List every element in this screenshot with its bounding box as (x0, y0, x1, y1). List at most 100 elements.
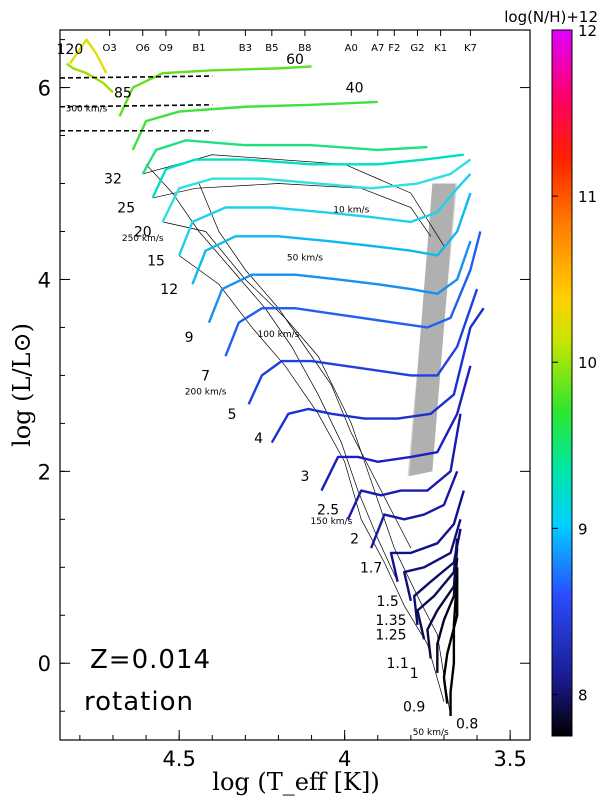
mass-label-32: 32 (104, 172, 122, 188)
x-tick-label-0: 4.5 (162, 747, 195, 771)
mass-label-2.5: 2.5 (317, 503, 339, 519)
track-25 (151, 153, 464, 199)
axes-layer: O3 O6 O9 B1 B3 B5 B8 A0 A7 F2 G2 K1 K7 4.5 4 3.5 0 2 4 6 (38, 30, 530, 771)
spectral-label-B5: B5 (265, 43, 278, 54)
track-1.35 (412, 528, 462, 626)
spectral-label-A7: A7 (371, 43, 384, 54)
velocity-label-1: 250 km/s (122, 234, 164, 244)
x-axis-label: log (T_eff [K]) (212, 768, 379, 796)
spectral-label-O3: O3 (103, 43, 117, 54)
velocity-label-7: 50 km/s (413, 728, 449, 738)
velocity-line-3 (178, 255, 445, 702)
velocity-line-2 (162, 221, 451, 717)
mass-label-5: 5 (228, 407, 237, 423)
mass-label-12: 12 (160, 282, 178, 298)
track-0.8 (449, 576, 459, 717)
spectral-label-K7: K7 (464, 43, 477, 54)
x-tick-label-1: 4 (338, 747, 351, 771)
track-120 (68, 38, 108, 74)
y-tick-label-3: 6 (38, 77, 51, 101)
mass-label-40: 40 (346, 81, 364, 97)
track-3 (320, 365, 472, 492)
track-1.1 (426, 548, 459, 659)
spectral-label-O6: O6 (136, 43, 150, 54)
spectral-label-B1: B1 (192, 43, 205, 54)
spectral-label-G2: G2 (410, 43, 424, 54)
track-60 (118, 65, 312, 117)
track-20 (161, 158, 472, 223)
mass-label-1: 1 (410, 666, 419, 682)
mass-label-7: 7 (201, 368, 210, 384)
velocity-line-5 (198, 183, 412, 549)
velocity-label-2: 10 km/s (333, 205, 369, 215)
tracks-layer (60, 38, 485, 717)
gray-band-inner (409, 183, 456, 477)
velocity-label-5: 200 km/s (185, 388, 227, 398)
mass-label-85: 85 (114, 85, 132, 101)
mass-label-1.35: 1.35 (375, 613, 406, 629)
spectral-label-O9: O9 (159, 43, 173, 54)
track-15 (178, 173, 472, 256)
mass-label-2: 2 (350, 532, 359, 548)
track-5 (247, 288, 479, 405)
colorbar-tick-label-10: 10 (578, 354, 597, 372)
track-2.5 (346, 413, 462, 520)
mass-label-60: 60 (286, 52, 304, 68)
plot-frame (59, 29, 531, 741)
labels-layer: 0.80.911.11.251.351.51.722.5345791215202… (57, 42, 479, 738)
mass-label-4: 4 (254, 431, 263, 447)
spectral-label-B8: B8 (298, 43, 311, 54)
mass-label-0.9: 0.9 (403, 699, 425, 715)
track-9 (207, 240, 472, 324)
colorbar-tick-label-9: 9 (578, 520, 588, 538)
spectral-label-K1: K1 (434, 43, 447, 54)
spectral-label-F2: F2 (388, 43, 400, 54)
mass-label-0.8: 0.8 (456, 717, 478, 733)
y-tick-label-0: 0 (38, 652, 51, 676)
y-axis-label: log (L/L⊙) (8, 323, 36, 447)
y-tick-label-2: 4 (38, 268, 51, 292)
annotation-z: Z=0.014 (90, 645, 211, 675)
track-85 (65, 62, 114, 94)
track-12 (191, 192, 472, 285)
velocity-label-0: 300 km/s (66, 105, 108, 115)
colorbar-tick-label-8: 8 (578, 686, 588, 704)
mass-label-1.1: 1.1 (386, 656, 408, 672)
mass-label-15: 15 (147, 253, 165, 269)
colorbar-tick-label-11: 11 (578, 188, 597, 206)
track-40 (131, 100, 378, 151)
velocity-label-4: 100 km/s (258, 330, 300, 340)
track-7 (224, 231, 482, 357)
track-2 (370, 470, 459, 549)
mass-label-20: 20 (134, 224, 152, 240)
track-4 (270, 307, 485, 444)
spectral-label-B3: B3 (239, 43, 252, 54)
x-tick-label-2: 3.5 (493, 747, 526, 771)
y-tick-label-1: 2 (38, 460, 51, 484)
track-32 (141, 139, 428, 175)
colorbar-tick-label-12: 12 (578, 22, 597, 40)
dashed-line-0 (60, 75, 213, 79)
mass-label-9: 9 (185, 330, 194, 346)
mass-label-1.25: 1.25 (375, 627, 406, 643)
mass-label-3: 3 (300, 469, 309, 485)
velocity-line-0 (152, 183, 431, 237)
velocity-label-3: 50 km/s (287, 253, 323, 263)
velocity-line-4 (145, 164, 398, 582)
track-1.5 (403, 518, 462, 602)
mass-label-25: 25 (117, 201, 135, 217)
spectral-label-A0: A0 (345, 43, 358, 54)
colorbar-label: log(N/H)+12 (504, 8, 598, 26)
mass-label-1.5: 1.5 (377, 594, 399, 610)
dashed-line-1 (60, 104, 213, 108)
annotation-rotation: rotation (84, 687, 194, 717)
track-1.7 (389, 490, 465, 582)
colorbar-ticks: 8 9 10 11 12 (552, 22, 597, 704)
velocity-label-6: 150 km/s (311, 517, 353, 527)
mass-label-1.7: 1.7 (360, 560, 382, 576)
gray-band-layer (407, 183, 458, 477)
mass-label-120: 120 (57, 42, 84, 58)
colorbar (551, 29, 573, 737)
track-0.9 (442, 567, 459, 704)
